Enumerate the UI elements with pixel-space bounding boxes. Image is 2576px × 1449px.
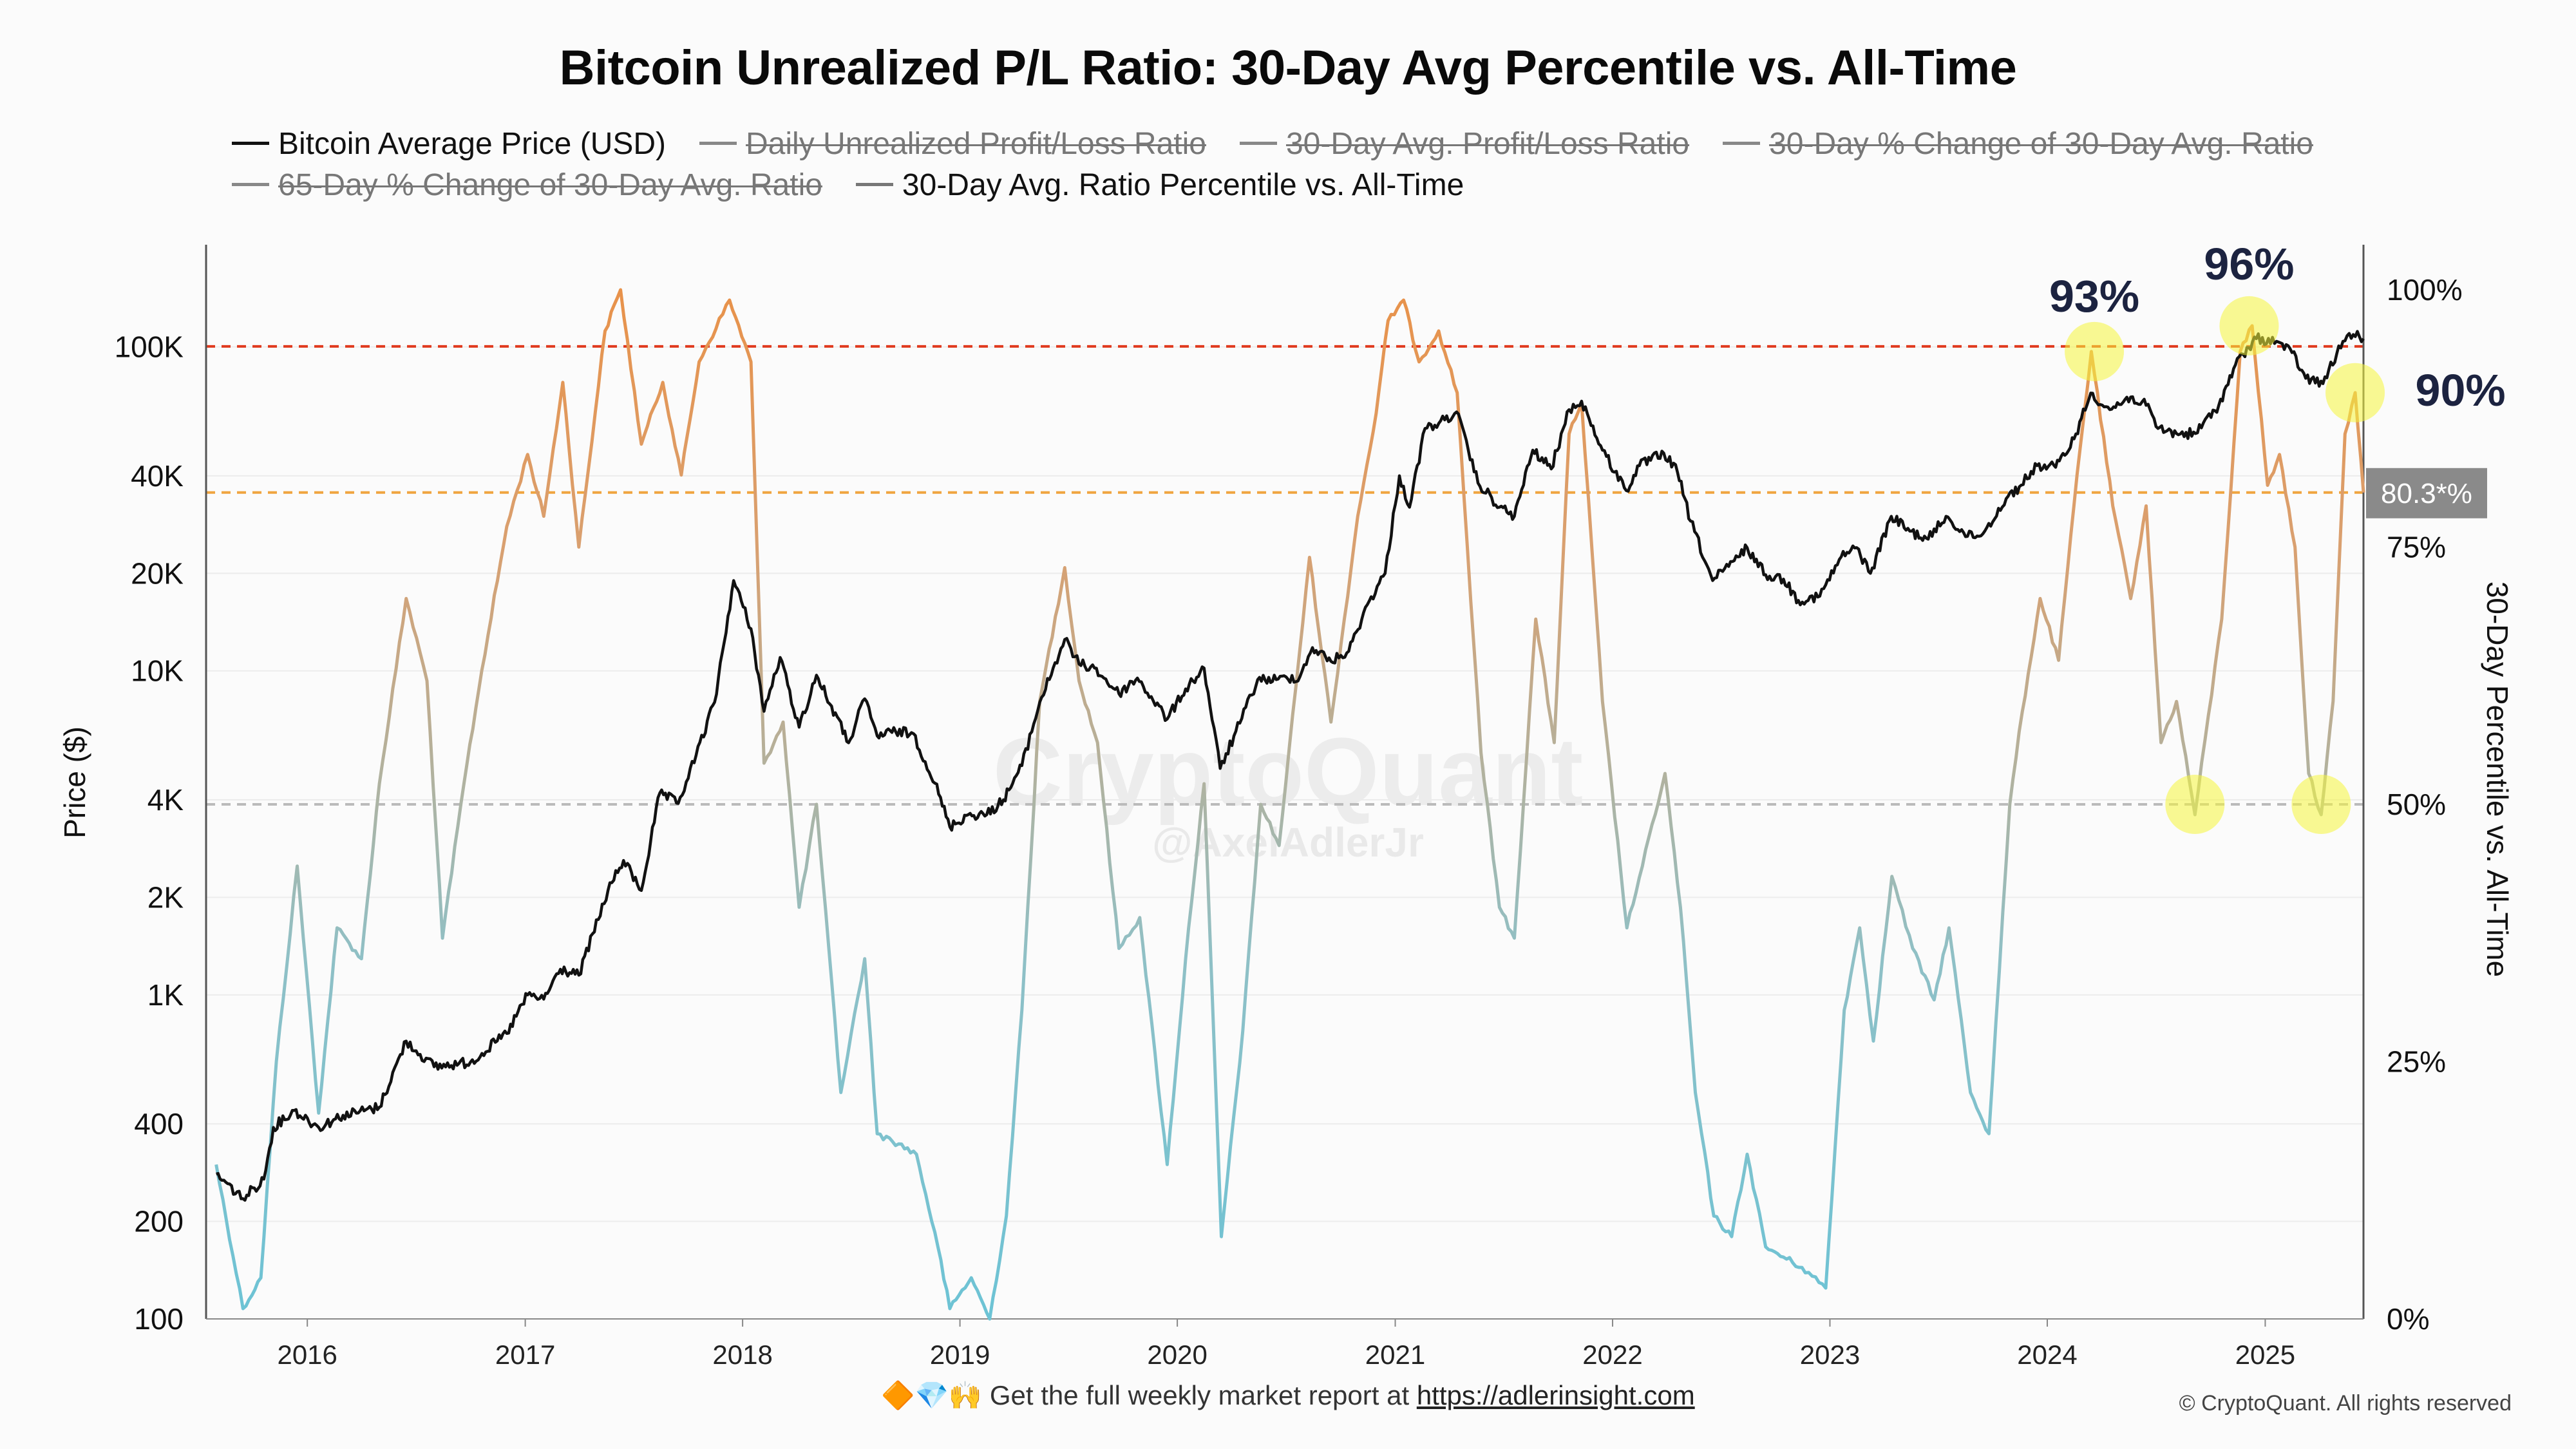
annotation-label: 96% <box>2204 239 2294 289</box>
footer-text: Get the full weekly market report at <box>989 1380 1410 1410</box>
highlight-circle <box>2165 775 2225 834</box>
y-left-tick-label: 2K <box>147 880 184 914</box>
series-layer <box>214 288 2365 1321</box>
y-left-ticks: 100K 40K 20K 10K 4K 2K 1K 400 200 100 <box>115 330 184 1336</box>
y-left-tick-label: 20K <box>131 556 184 590</box>
y-right-tick-label: 0% <box>2387 1302 2429 1336</box>
y-left-tick-label: 100K <box>115 330 184 364</box>
legend-label: 30-Day % Change of 30-Day Avg. Ratio <box>1769 127 2313 161</box>
y-left-tick-label: 40K <box>131 459 184 493</box>
legend-item-30d-change[interactable]: 30-Day % Change of 30-Day Avg. Ratio <box>1723 126 2313 162</box>
legend-item-30d-avg-ratio[interactable]: 30-Day Avg. Profit/Loss Ratio <box>1239 126 1690 162</box>
legend-label: 65-Day % Change of 30-Day Avg. Ratio <box>278 168 822 202</box>
legend-item-daily-ratio[interactable]: Daily Unrealized Profit/Loss Ratio <box>699 126 1206 162</box>
y-left-tick-label: 1K <box>147 978 184 1012</box>
x-tick-label: 2025 <box>2235 1340 2295 1370</box>
x-tick-label: 2024 <box>2017 1340 2077 1370</box>
x-tick-label: 2016 <box>277 1340 337 1370</box>
copyright: © CryptoQuant. All rights reserved <box>2179 1391 2512 1416</box>
highlight-circle <box>2065 321 2125 381</box>
y-left-tick-label: 100 <box>134 1302 184 1336</box>
legend-swatch <box>232 182 269 186</box>
legend-label: 30-Day Avg. Ratio Percentile vs. All-Tim… <box>902 168 1464 202</box>
x-tick-label: 2023 <box>1800 1340 1860 1370</box>
y-right-ticks: 100% 75% 50% 25% 0% <box>2387 273 2463 1336</box>
highlight-circle <box>2325 363 2385 422</box>
y-right-tick-label: 75% <box>2387 531 2446 564</box>
current-value-badge-bg <box>2366 468 2487 518</box>
x-ticks: 2016 2017 2018 2019 2020 2021 2022 2023 2024 2025 <box>277 1319 2295 1370</box>
series-price-line <box>216 330 2365 1202</box>
x-tick-label: 2022 <box>1582 1340 1642 1370</box>
legend-swatch <box>1239 141 1277 145</box>
annotation-label: 93% <box>2049 271 2139 321</box>
legend-label: 30-Day Avg. Profit/Loss Ratio <box>1285 127 1690 161</box>
footer: 🔶💎🙌 Get the full weekly market report at… <box>0 1379 2576 1412</box>
highlight-layer <box>2065 296 2385 834</box>
highlight-circle <box>2219 296 2279 355</box>
y-right-tick-label: 100% <box>2387 273 2463 307</box>
watermark-sub: @AxelAdlerJr <box>1152 819 1424 866</box>
y-left-tick-label: 400 <box>134 1107 184 1141</box>
y-left-tick-label: 4K <box>147 783 184 817</box>
legend-row-1: Bitcoin Average Price (USD) Daily Unreali… <box>232 126 2347 162</box>
legend-swatch <box>699 141 737 145</box>
y-right-tick-label: 50% <box>2387 788 2446 821</box>
x-tick-label: 2019 <box>930 1340 990 1370</box>
legend-swatch <box>1723 141 1761 145</box>
legend-swatch <box>232 141 269 145</box>
series-percentile-line <box>214 288 2365 1321</box>
legend-item-percentile[interactable]: 30-Day Avg. Ratio Percentile vs. All-Tim… <box>855 167 1464 203</box>
x-tick-label: 2018 <box>712 1340 772 1370</box>
axes <box>205 245 2365 1320</box>
y-right-tick-label: 25% <box>2387 1045 2446 1079</box>
legend-row-2: 65-Day % Change of 30-Day Avg. Ratio 30-D… <box>232 167 1497 203</box>
watermark: CryptoQuant @AxelAdlerJr <box>993 717 1584 866</box>
annotation-label: 90% <box>2416 365 2506 415</box>
highlight-circle <box>2291 775 2351 834</box>
legend-item-price[interactable]: Bitcoin Average Price (USD) <box>232 126 666 162</box>
y-left-axis-label: Price ($) <box>58 726 91 838</box>
x-tick-label: 2020 <box>1147 1340 1207 1370</box>
reference-lines <box>206 345 2363 806</box>
current-value-label: 80.3*% <box>2381 478 2472 509</box>
y-right-axis-label: 30-Day Percentile vs. All-Time <box>2481 582 2514 977</box>
legend-item-65d-change[interactable]: 65-Day % Change of 30-Day Avg. Ratio <box>232 167 822 203</box>
legend-label: Daily Unrealized Profit/Loss Ratio <box>746 127 1206 161</box>
annotation-layer: 93% 96% 90% <box>2049 239 2506 415</box>
chart-title: Bitcoin Unrealized P/L Ratio: 30-Day Avg… <box>559 41 2017 95</box>
footer-link[interactable]: https://adlerinsight.com <box>1416 1380 1695 1410</box>
y-left-tick-label: 200 <box>134 1205 184 1238</box>
legend-label: Bitcoin Average Price (USD) <box>278 127 667 161</box>
footer-emoji-icons: 🔶💎🙌 <box>881 1379 983 1411</box>
y-left-tick-label: 10K <box>131 654 184 688</box>
legend-swatch <box>855 182 893 186</box>
current-value-badge: 80.3*% <box>2366 468 2487 518</box>
x-tick-label: 2021 <box>1365 1340 1425 1370</box>
x-tick-label: 2017 <box>495 1340 555 1370</box>
